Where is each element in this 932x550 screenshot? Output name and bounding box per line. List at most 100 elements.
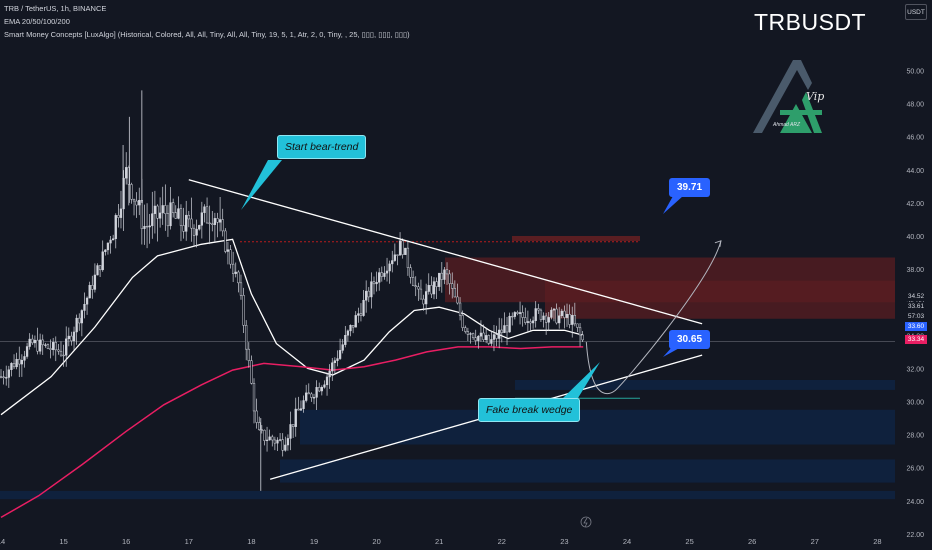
candle-body — [362, 299, 365, 316]
candle — [315, 380, 318, 410]
time-tick-label: 26 — [748, 537, 756, 546]
candle-body — [299, 408, 303, 411]
price-badge: 33.34 — [905, 335, 927, 344]
candle — [205, 197, 209, 224]
candle — [508, 312, 511, 333]
candle-body — [172, 202, 175, 213]
candle-body — [265, 439, 269, 442]
candle — [179, 204, 183, 242]
candle-body — [388, 263, 391, 272]
candle-body — [179, 208, 183, 226]
candle — [425, 283, 428, 315]
price-tick-label: 24.00 — [906, 499, 924, 506]
candle — [307, 383, 310, 395]
candle — [182, 207, 185, 239]
candle — [44, 342, 47, 348]
currency-button[interactable]: USDT — [905, 4, 927, 20]
candle-body — [245, 325, 248, 350]
candle — [469, 332, 472, 344]
candle — [338, 338, 342, 361]
candle-body — [78, 317, 81, 324]
price-tick-label: 46.00 — [906, 135, 924, 142]
candle-body — [5, 377, 8, 379]
candle — [96, 263, 99, 276]
candle — [85, 296, 89, 315]
candle-body — [44, 344, 47, 346]
candle — [312, 393, 316, 405]
candle-body — [98, 265, 102, 271]
logo-a-right — [802, 92, 822, 133]
candle — [281, 433, 284, 457]
candle-body — [477, 335, 480, 341]
candle-body — [164, 205, 167, 214]
candle — [445, 262, 449, 285]
candle — [36, 327, 39, 355]
candle — [289, 411, 292, 451]
candle-body — [539, 309, 543, 320]
candle — [78, 313, 81, 331]
candle — [104, 249, 107, 256]
candle-body — [112, 238, 115, 241]
candle — [229, 245, 232, 269]
ema-indicator-line[interactable]: EMA 20/50/100/200 — [4, 17, 70, 26]
candle-body — [294, 408, 297, 427]
candle-body — [218, 219, 222, 223]
time-tick-label: 24 — [623, 537, 631, 546]
candle-body — [229, 249, 232, 265]
candle — [166, 204, 170, 237]
candle — [226, 241, 230, 265]
candle-body — [581, 334, 584, 341]
candle-body — [57, 349, 60, 352]
candle — [398, 232, 402, 256]
candle-body — [458, 302, 462, 316]
candle — [23, 350, 26, 368]
time-axis: 14 15 16 17 18 19 20 21 22 23 24 25 26 27 28 — [0, 516, 882, 546]
candle-body — [263, 429, 266, 441]
smc-indicator-line[interactable]: Smart Money Concepts [LuxAlgo] (Historic… — [4, 30, 410, 39]
candle-body — [88, 285, 91, 299]
candle-body — [75, 317, 78, 333]
candle-body — [419, 288, 423, 300]
candle — [41, 334, 44, 355]
candle-body — [132, 199, 136, 202]
candle — [208, 205, 211, 245]
target-high-tag: 39.71 — [669, 178, 711, 197]
candle-body — [333, 360, 337, 363]
candle — [547, 311, 550, 332]
candle-body — [492, 334, 496, 340]
candle — [466, 327, 470, 341]
candle-body — [18, 358, 21, 365]
candle-body — [138, 200, 141, 206]
logo-bar — [780, 110, 822, 115]
candle — [560, 308, 563, 319]
candle — [255, 398, 258, 429]
candle-body — [542, 315, 545, 320]
candle — [578, 322, 582, 347]
candle — [477, 335, 480, 349]
symbol-line[interactable]: TRB / TetherUS, 1h, BINANCE — [4, 4, 107, 13]
candle-body — [445, 269, 449, 275]
candle-body — [411, 277, 415, 286]
candle-body — [331, 362, 334, 372]
candle — [367, 287, 370, 303]
candle-body — [516, 312, 519, 314]
candle-body — [414, 285, 417, 288]
candle-body — [41, 339, 44, 346]
candle-body — [490, 339, 493, 344]
candle — [503, 312, 506, 333]
candle-body — [140, 200, 143, 229]
candle-body — [328, 370, 331, 378]
candle-body — [571, 314, 574, 325]
candle — [524, 307, 527, 325]
candle-body — [258, 422, 261, 430]
candle — [565, 303, 569, 327]
candle — [65, 326, 68, 367]
candle — [346, 329, 350, 342]
candle — [435, 277, 438, 300]
time-tick-label: 19 — [310, 537, 318, 546]
candle-body — [119, 208, 123, 218]
candle-body — [281, 439, 284, 451]
price-badge: 57:03 — [905, 312, 927, 321]
ticker-title: TRBUSDT — [754, 9, 867, 35]
